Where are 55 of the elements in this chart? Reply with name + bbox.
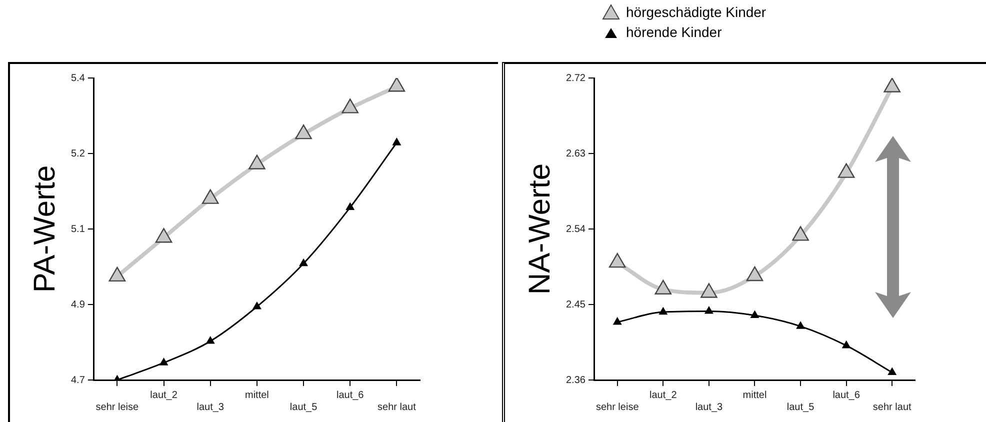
y-tick-label: 5.1 [70, 224, 86, 235]
y-tick-label: 2.45 [566, 299, 586, 310]
point [888, 368, 896, 376]
legend-label: hörende Kinder [626, 24, 722, 40]
x-tick-label: mittel [245, 390, 269, 401]
x-tick-label: laut_6 [336, 390, 364, 401]
point [160, 358, 168, 366]
x-tick-label: laut_5 [786, 402, 815, 413]
point [155, 228, 172, 243]
y-tick-label: 4.7 [70, 374, 86, 386]
point [202, 189, 219, 204]
x-tick-label: laut_6 [832, 390, 860, 401]
point [792, 226, 809, 241]
x-tick-label: sehr leise [596, 402, 640, 413]
y-axis-title: PA-Werte [28, 165, 62, 293]
point [248, 154, 266, 170]
point [252, 302, 262, 310]
x-tick-label: sehr laut [872, 402, 912, 413]
x-tick-label: sehr laut [378, 402, 416, 413]
point [613, 318, 622, 325]
point [796, 322, 805, 329]
x-tick-label: laut_2 [150, 390, 178, 401]
point [206, 336, 214, 344]
y-tick-label: 2.54 [566, 224, 586, 235]
y-tick-label: 4.9 [70, 299, 86, 310]
x-tick-label: laut_5 [290, 402, 318, 413]
point [608, 252, 626, 268]
point [884, 78, 900, 92]
legend-label: hörgeschädigte Kinder [626, 4, 766, 20]
x-tick-label: laut_3 [695, 402, 723, 413]
y-tick-label: 2.72 [566, 72, 586, 84]
point [750, 310, 759, 318]
point [108, 266, 126, 282]
y-tick-label: 5.4 [70, 72, 86, 84]
point [659, 307, 668, 315]
x-tick-label: laut_3 [196, 402, 224, 413]
x-tick-label: laut_2 [650, 390, 678, 401]
point [654, 280, 672, 294]
x-tick-label: mittel [742, 390, 767, 401]
point [342, 98, 359, 114]
point [746, 266, 764, 282]
point [295, 124, 312, 140]
point [346, 202, 354, 210]
point [704, 306, 714, 314]
x-tick-label: sehr leise [96, 402, 140, 413]
point [838, 163, 855, 178]
point [388, 78, 406, 92]
point [700, 283, 718, 298]
y-axis-title: NA-Werte [523, 163, 556, 295]
point [299, 258, 308, 266]
point [842, 341, 850, 348]
y-tick-label: 2.63 [566, 148, 586, 160]
y-tick-label: 2.36 [566, 374, 586, 386]
point [392, 138, 401, 146]
y-tick-label: 5.2 [70, 148, 86, 160]
